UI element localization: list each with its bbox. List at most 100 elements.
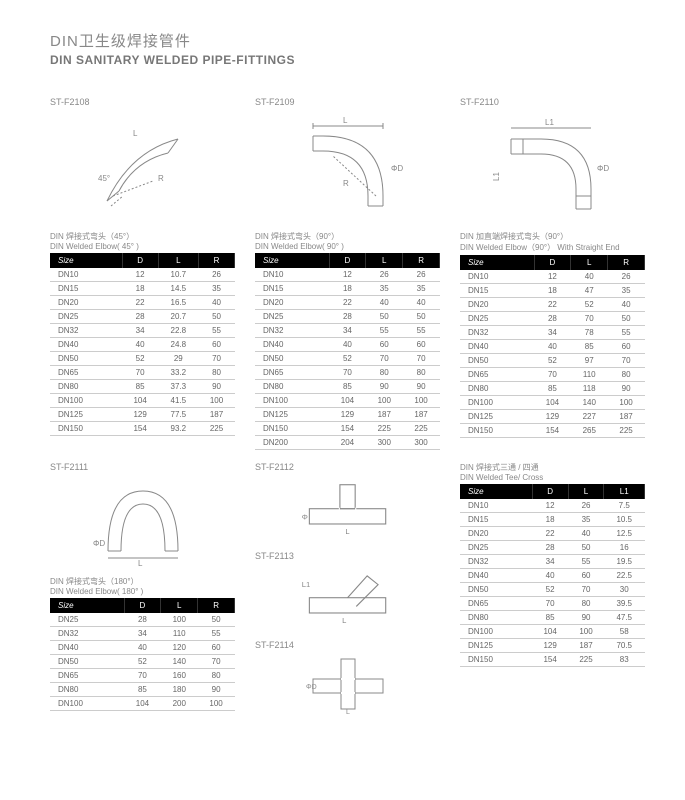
cell: 265 bbox=[571, 424, 608, 438]
diagram-cross: ΦD L bbox=[255, 654, 440, 714]
cell: 34 bbox=[124, 627, 161, 641]
table-row: DN404024.860 bbox=[50, 338, 235, 352]
table-row: DN15183510.5 bbox=[460, 513, 645, 527]
cell: 100 bbox=[608, 396, 645, 410]
cell: 12.5 bbox=[604, 527, 645, 541]
cell: DN40 bbox=[50, 338, 122, 352]
cell: 154 bbox=[329, 422, 366, 436]
cell: 60 bbox=[366, 338, 403, 352]
cell: DN125 bbox=[50, 408, 122, 422]
table-row: DN80859090 bbox=[255, 380, 440, 394]
cell: 55 bbox=[199, 324, 235, 338]
cell: 60 bbox=[568, 569, 604, 583]
table-row: DN100104100100 bbox=[255, 394, 440, 408]
cell: DN80 bbox=[50, 683, 124, 697]
cell: 29 bbox=[158, 352, 198, 366]
col-header: L1 bbox=[604, 484, 645, 499]
cell: 34 bbox=[122, 324, 158, 338]
cell: 35 bbox=[568, 513, 604, 527]
cell: 34 bbox=[534, 326, 571, 340]
cell: 40 bbox=[534, 340, 571, 354]
table-row: DN323411055 bbox=[50, 627, 235, 641]
table-row: DN125129187187 bbox=[255, 408, 440, 422]
col-header: R bbox=[403, 253, 440, 268]
cell: 35 bbox=[199, 282, 235, 296]
cell: 55 bbox=[366, 324, 403, 338]
svg-text:L1: L1 bbox=[302, 580, 310, 589]
cell: 80 bbox=[199, 366, 235, 380]
svg-text:ΦD: ΦD bbox=[597, 164, 609, 173]
cell: 129 bbox=[122, 408, 158, 422]
cell: 85 bbox=[534, 382, 571, 396]
cell: 18 bbox=[329, 282, 366, 296]
cell: DN150 bbox=[50, 422, 122, 436]
cell: DN32 bbox=[460, 555, 532, 569]
table-row: DN100104140100 bbox=[460, 396, 645, 410]
desc-en: DIN Welded Elbow( 90° ) bbox=[255, 242, 440, 251]
section-tee-cross-diagrams: ST-F2112 Φ L ST-F2113 L L1 bbox=[255, 462, 440, 729]
cell: 104 bbox=[122, 394, 158, 408]
cell: 70 bbox=[198, 655, 235, 669]
cell: 28 bbox=[124, 613, 161, 627]
cell: DN25 bbox=[50, 613, 124, 627]
diagram-elbow180: ΦD L bbox=[50, 476, 235, 566]
cell: DN25 bbox=[255, 310, 329, 324]
cell: 19.5 bbox=[604, 555, 645, 569]
table-row: DN101210.726 bbox=[50, 268, 235, 282]
table-row: DN15015422583 bbox=[460, 653, 645, 667]
cell: 50 bbox=[198, 613, 235, 627]
diagram-elbow45: 45° L R bbox=[50, 111, 235, 221]
svg-text:L: L bbox=[343, 116, 348, 125]
cell: DN125 bbox=[255, 408, 329, 422]
cell: 100 bbox=[161, 613, 198, 627]
table-row: DN12512918770.5 bbox=[460, 639, 645, 653]
col-header: R bbox=[199, 253, 235, 268]
svg-text:L: L bbox=[346, 709, 350, 714]
cell: DN100 bbox=[460, 396, 534, 410]
cell: 85 bbox=[571, 340, 608, 354]
cell: 22 bbox=[122, 296, 158, 310]
cell: DN50 bbox=[460, 583, 532, 597]
svg-text:R: R bbox=[158, 174, 164, 183]
desc-cn: DIN 加直端焊接式弯头（90°） bbox=[460, 231, 645, 242]
product-code: ST-F2111 bbox=[50, 462, 235, 472]
cell: 28 bbox=[329, 310, 366, 324]
cell: 26 bbox=[403, 268, 440, 282]
product-code: ST-F2109 bbox=[255, 97, 440, 107]
col-header: L bbox=[571, 255, 608, 270]
cell: 12 bbox=[122, 268, 158, 282]
cell: 18 bbox=[534, 284, 571, 298]
table-row: DN10124026 bbox=[460, 270, 645, 284]
col-header: Size bbox=[50, 598, 124, 613]
svg-text:ΦD: ΦD bbox=[306, 684, 317, 691]
cell: DN40 bbox=[50, 641, 124, 655]
cell: 35 bbox=[366, 282, 403, 296]
table-row: DN150154265225 bbox=[460, 424, 645, 438]
col-header: Size bbox=[460, 255, 534, 270]
table-row: DN25285016 bbox=[460, 541, 645, 555]
cell: DN80 bbox=[255, 380, 329, 394]
cell: 12 bbox=[532, 499, 568, 513]
cell: 225 bbox=[568, 653, 604, 667]
cell: DN150 bbox=[460, 653, 532, 667]
cell: 70 bbox=[122, 366, 158, 380]
cell: 129 bbox=[534, 410, 571, 424]
cell: 90 bbox=[366, 380, 403, 394]
svg-text:Φ: Φ bbox=[302, 513, 308, 522]
cell: 60 bbox=[198, 641, 235, 655]
cell: 60 bbox=[199, 338, 235, 352]
cell: 90 bbox=[568, 611, 604, 625]
table-row: DN65708080 bbox=[255, 366, 440, 380]
cell: DN10 bbox=[50, 268, 122, 282]
svg-text:L: L bbox=[342, 616, 346, 625]
cell: 187 bbox=[366, 408, 403, 422]
cell: DN32 bbox=[50, 627, 124, 641]
cell: 80 bbox=[403, 366, 440, 380]
table-row: DN100104200100 bbox=[50, 697, 235, 711]
cell: DN80 bbox=[50, 380, 122, 394]
cell: 140 bbox=[161, 655, 198, 669]
table-row: DN50529770 bbox=[460, 354, 645, 368]
col-header: D bbox=[329, 253, 366, 268]
cell: 16 bbox=[604, 541, 645, 555]
table-row: DN10010410058 bbox=[460, 625, 645, 639]
